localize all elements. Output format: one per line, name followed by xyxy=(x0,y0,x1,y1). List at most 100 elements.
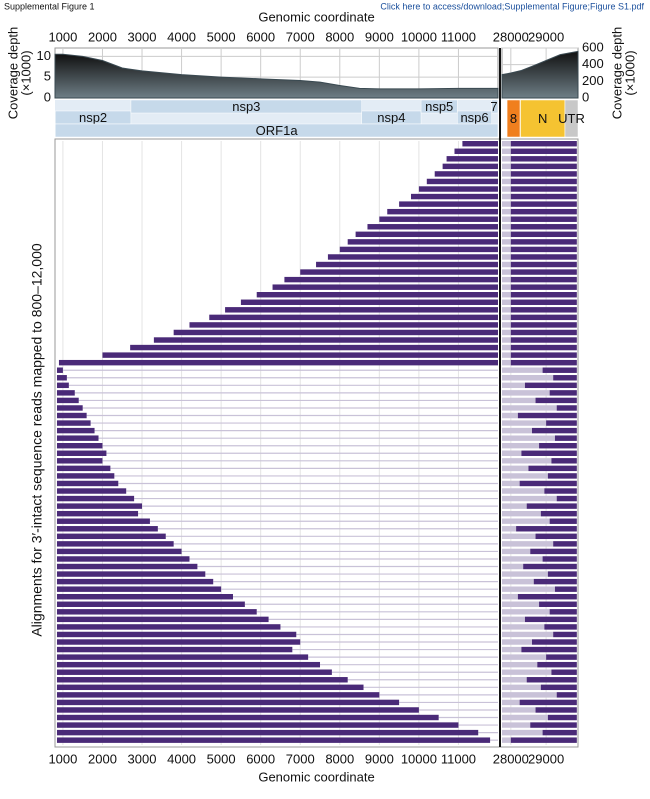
read-segment xyxy=(56,397,79,404)
download-link[interactable]: Click here to access/download;Supplement… xyxy=(380,1,644,11)
read-segment-3prime xyxy=(535,397,577,404)
read-segment-3prime xyxy=(510,193,577,200)
read-segment xyxy=(454,148,498,154)
read-segment xyxy=(434,171,498,177)
read-segment xyxy=(56,420,91,426)
read-segment xyxy=(339,246,498,253)
read-segment-3prime xyxy=(510,186,577,192)
gene-label: N xyxy=(538,111,547,126)
gene-box xyxy=(520,99,566,138)
read-segment xyxy=(56,684,364,691)
read-segment xyxy=(56,390,75,396)
read-segment xyxy=(56,601,245,607)
read-segment-3prime xyxy=(542,367,577,373)
read-segment-3prime xyxy=(521,646,577,653)
read-segment-3prime xyxy=(554,586,577,592)
read-segment-3prime xyxy=(510,156,577,162)
x-tick-label: 29000 xyxy=(528,29,564,44)
read-segment-3prime xyxy=(517,412,577,419)
read-segment xyxy=(56,594,233,600)
y-axis-label: (×1000) xyxy=(18,50,33,95)
read-segment xyxy=(56,510,139,517)
x-tick-label-bottom: 1000 xyxy=(48,751,77,766)
read-segment-3prime xyxy=(547,571,577,577)
y-tick-label: 400 xyxy=(582,56,604,71)
x-tick-label-bottom: 6000 xyxy=(246,751,275,766)
read-segment-3prime xyxy=(551,669,577,675)
read-segment-3prime xyxy=(510,284,577,290)
read-segment-3prime xyxy=(524,382,577,389)
gene-box xyxy=(130,99,362,114)
read-segment xyxy=(56,639,301,645)
read-segment-3prime xyxy=(549,518,577,524)
read-segment xyxy=(284,276,498,283)
read-segment-3prime xyxy=(510,246,577,253)
read-segment-3prime xyxy=(528,465,577,472)
y-tick-label: 0 xyxy=(582,89,589,104)
read-segment-3prime xyxy=(510,344,577,351)
gene-label: nsp4 xyxy=(377,110,405,125)
read-segment-3prime xyxy=(532,639,577,645)
read-segment xyxy=(399,201,498,207)
read-segment-3prime xyxy=(510,337,577,343)
read-segment-3prime xyxy=(510,239,577,245)
read-segment xyxy=(56,616,269,623)
y-axis-label: Coverage depth xyxy=(609,27,624,120)
read-segment-3prime xyxy=(533,578,577,585)
read-segment xyxy=(56,714,439,721)
read-segment xyxy=(56,707,419,713)
read-segment xyxy=(347,239,498,245)
read-segment xyxy=(56,473,115,479)
read-segment-3prime xyxy=(523,563,577,570)
read-segment xyxy=(56,465,111,472)
read-segment-3prime xyxy=(549,609,577,615)
x-tick-label: 4000 xyxy=(167,29,196,44)
x-tick-label: 6000 xyxy=(246,29,275,44)
read-segment-3prime xyxy=(510,178,577,185)
read-segment-3prime xyxy=(539,443,577,449)
read-segment xyxy=(56,692,380,698)
gene-label: 8 xyxy=(510,111,517,126)
coverage-area xyxy=(501,50,579,99)
read-segment xyxy=(56,609,257,615)
read-segment xyxy=(56,654,309,660)
x-axis-label: Genomic coordinate xyxy=(258,9,374,24)
read-segment xyxy=(56,495,135,502)
read-segment xyxy=(189,322,498,328)
read-segment-3prime xyxy=(510,261,577,268)
gene-box xyxy=(54,123,499,138)
read-segment xyxy=(462,141,498,147)
read-segment xyxy=(56,729,479,736)
read-segment-3prime xyxy=(510,307,577,313)
read-segment xyxy=(56,367,63,373)
read-segment xyxy=(102,352,498,358)
read-segment xyxy=(56,518,150,524)
read-segment xyxy=(209,314,499,321)
x-tick-label: 10000 xyxy=(401,29,437,44)
read-segment-3prime xyxy=(526,503,577,509)
read-segment xyxy=(56,586,222,592)
x-tick-label-bottom: 2000 xyxy=(88,751,117,766)
reads-axis-label: Alignments for 3′-intact sequence reads … xyxy=(29,243,45,637)
read-segment xyxy=(327,254,498,260)
read-segment xyxy=(56,578,214,585)
read-segment xyxy=(56,450,107,456)
read-segment-3prime xyxy=(539,601,577,607)
x-tick-label-bottom: 7000 xyxy=(286,751,315,766)
read-segment-3prime xyxy=(542,556,577,562)
read-segment xyxy=(130,344,498,351)
read-segment-3prime xyxy=(517,594,577,600)
read-segment-3prime xyxy=(530,548,577,555)
y-tick-label: 10 xyxy=(37,48,51,63)
x-tick-label-bottom: 5000 xyxy=(207,751,236,766)
read-segment xyxy=(56,631,297,638)
read-segment xyxy=(256,292,498,298)
read-segment xyxy=(355,231,498,238)
read-segment-3prime xyxy=(526,677,577,683)
x-tick-label: 5000 xyxy=(207,29,236,44)
read-segment xyxy=(56,427,95,434)
read-segment xyxy=(56,488,127,494)
read-segment-3prime xyxy=(556,495,577,502)
x-tick-label: 2000 xyxy=(88,29,117,44)
